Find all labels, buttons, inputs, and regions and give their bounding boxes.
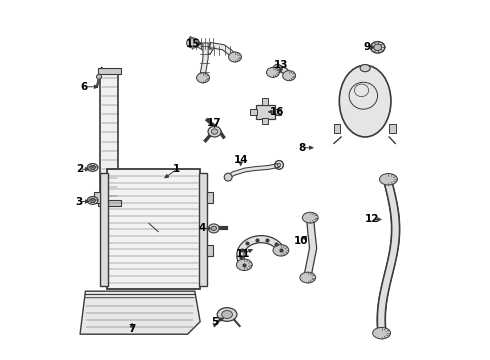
Bar	[107, 169, 200, 289]
Bar	[94, 192, 100, 203]
Ellipse shape	[211, 226, 217, 230]
Ellipse shape	[379, 174, 397, 185]
Bar	[207, 192, 213, 203]
Ellipse shape	[283, 71, 295, 81]
Text: 6: 6	[81, 82, 88, 92]
Ellipse shape	[87, 163, 98, 171]
Text: 12: 12	[365, 215, 380, 224]
Bar	[275, 109, 281, 115]
Bar	[262, 118, 268, 124]
Polygon shape	[80, 291, 200, 334]
Bar	[250, 109, 257, 115]
Ellipse shape	[300, 272, 316, 283]
Text: 14: 14	[233, 155, 248, 165]
Bar	[100, 69, 119, 205]
Bar	[98, 200, 121, 206]
Bar	[207, 245, 213, 256]
Polygon shape	[96, 67, 102, 88]
Ellipse shape	[196, 73, 210, 83]
Ellipse shape	[211, 129, 218, 134]
Ellipse shape	[217, 308, 237, 321]
Ellipse shape	[374, 44, 382, 50]
Text: 1: 1	[173, 164, 180, 174]
Ellipse shape	[187, 38, 199, 48]
Text: 17: 17	[207, 118, 222, 128]
Text: 9: 9	[364, 42, 370, 52]
Text: 7: 7	[128, 324, 136, 334]
Ellipse shape	[273, 244, 289, 256]
Ellipse shape	[87, 197, 98, 204]
Bar	[100, 173, 108, 286]
Text: 3: 3	[75, 197, 83, 207]
Circle shape	[277, 163, 281, 167]
Ellipse shape	[373, 327, 391, 339]
Ellipse shape	[208, 224, 219, 233]
Bar	[334, 125, 341, 134]
Bar	[262, 98, 268, 105]
Text: 8: 8	[299, 143, 306, 153]
Ellipse shape	[339, 65, 391, 137]
Ellipse shape	[221, 311, 232, 319]
Ellipse shape	[360, 64, 370, 72]
Ellipse shape	[228, 52, 242, 62]
Ellipse shape	[90, 165, 96, 170]
Circle shape	[224, 173, 232, 181]
Ellipse shape	[236, 259, 252, 270]
Ellipse shape	[208, 126, 221, 137]
Text: 15: 15	[186, 39, 200, 49]
Ellipse shape	[267, 67, 279, 77]
Text: 11: 11	[236, 248, 250, 258]
Ellipse shape	[370, 41, 385, 53]
Text: 2: 2	[75, 164, 83, 174]
Text: 13: 13	[273, 60, 288, 70]
Bar	[256, 105, 275, 119]
Ellipse shape	[90, 198, 96, 203]
Text: 4: 4	[198, 224, 206, 233]
Bar	[199, 173, 207, 286]
Text: 10: 10	[294, 236, 308, 246]
Text: 16: 16	[270, 107, 285, 117]
Text: 5: 5	[211, 317, 218, 327]
Ellipse shape	[302, 212, 318, 223]
Circle shape	[97, 74, 101, 79]
Bar	[389, 125, 395, 134]
Bar	[98, 68, 121, 74]
